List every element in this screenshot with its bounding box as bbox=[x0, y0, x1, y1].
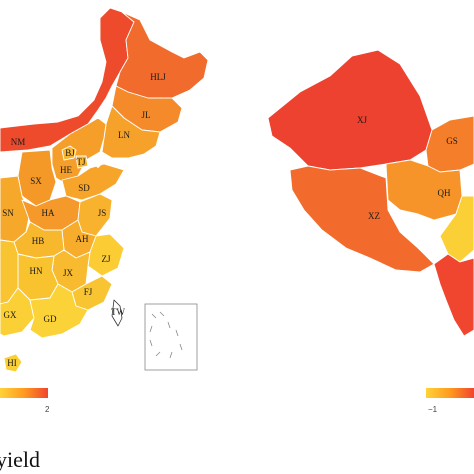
label-FJ: FJ bbox=[84, 287, 93, 297]
province-east-sichuan bbox=[439, 195, 474, 263]
label-GX: GX bbox=[4, 310, 17, 320]
label-TJ: TJ bbox=[77, 157, 86, 167]
bohai-sea bbox=[89, 151, 107, 169]
legend-left: 2 bbox=[0, 388, 50, 414]
province-SD bbox=[61, 163, 125, 201]
label-JS: JS bbox=[98, 208, 107, 218]
label-AH: AH bbox=[76, 234, 89, 244]
province-GD bbox=[29, 283, 89, 339]
label-HN: HN bbox=[30, 266, 43, 276]
label-NM: NM bbox=[11, 137, 26, 147]
label-LN: LN bbox=[118, 130, 130, 140]
label-GD: GD bbox=[44, 314, 57, 324]
province-JS bbox=[77, 193, 113, 237]
right-labels: XJ GS QH XZ bbox=[357, 115, 458, 221]
label-ZJ: ZJ bbox=[102, 254, 111, 264]
label-GS: GS bbox=[446, 136, 458, 146]
legend-left-tick: 2 bbox=[45, 405, 50, 414]
province-XJ bbox=[267, 49, 433, 171]
label-HE: HE bbox=[60, 165, 72, 175]
label-JL: JL bbox=[142, 110, 151, 120]
label-BJ: BJ bbox=[65, 148, 75, 158]
map-right: XJ GS QH XZ bbox=[267, 49, 474, 337]
province-BJ bbox=[61, 145, 77, 161]
label-HI: HI bbox=[7, 358, 17, 368]
legend-right: −1 bbox=[426, 388, 474, 414]
legend-left-colorbar bbox=[0, 388, 48, 398]
south-china-sea-inset bbox=[144, 303, 198, 371]
label-SD: SD bbox=[78, 183, 90, 193]
label-HLJ: HLJ bbox=[150, 72, 166, 82]
province-HN bbox=[17, 253, 59, 301]
province-TJ bbox=[75, 155, 89, 169]
legend-right-colorbar bbox=[426, 388, 474, 398]
caption: yield bbox=[0, 447, 40, 472]
label-HA: HA bbox=[42, 208, 55, 218]
label-HB: HB bbox=[32, 236, 45, 246]
province-east-yunnan bbox=[433, 253, 474, 337]
label-TW: TW bbox=[111, 307, 125, 317]
province-HLJ bbox=[115, 11, 209, 99]
label-SN: SN bbox=[2, 208, 14, 218]
province-HI bbox=[3, 353, 23, 373]
label-SX: SX bbox=[30, 176, 42, 186]
label-XZ: XZ bbox=[368, 211, 380, 221]
province-TW bbox=[111, 299, 123, 327]
label-XJ: XJ bbox=[357, 115, 367, 125]
legend-right-tick: −1 bbox=[428, 405, 438, 414]
label-QH: QH bbox=[438, 188, 451, 198]
label-JX: JX bbox=[63, 268, 74, 278]
